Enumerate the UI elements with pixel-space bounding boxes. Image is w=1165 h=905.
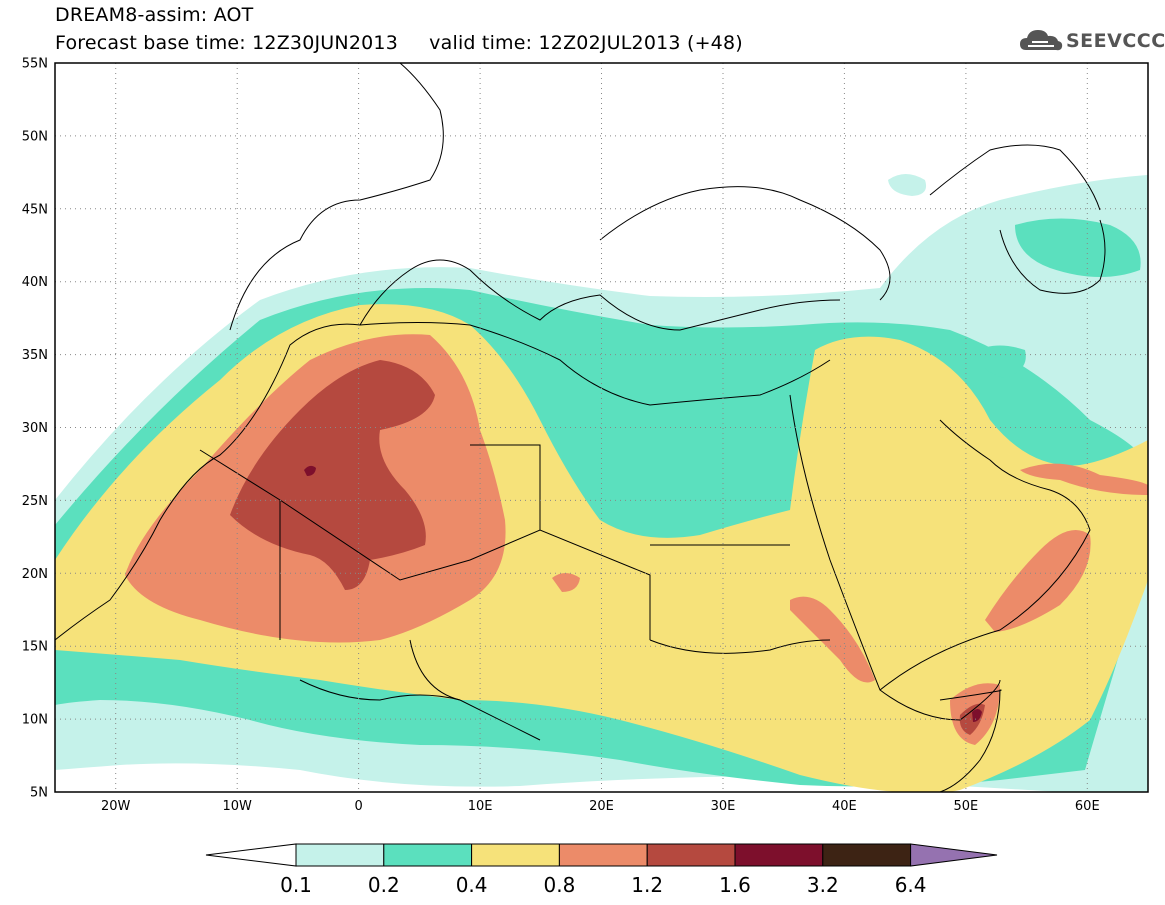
colorbar: 0.1 0.2 0.4 0.8 1.2 1.6 3.2 6.4 (205, 843, 998, 897)
colorbar-label: 1.6 (719, 873, 751, 897)
lon-label: 10E (468, 799, 493, 814)
colorbar-swatch (295, 843, 385, 867)
lat-axis: 55N 50N 45N 40N 35N 30N 25N 20N 15N 10N … (22, 57, 48, 801)
lon-label: 0 (354, 799, 362, 814)
lat-label: 20N (22, 567, 48, 582)
lon-label: 40E (832, 799, 857, 814)
colorbar-label: 0.2 (368, 873, 400, 897)
lat-label: 25N (22, 494, 48, 509)
forecast-time-line: Forecast base time: 12Z30JUN2013 valid t… (55, 32, 743, 54)
lat-label: 45N (22, 202, 48, 217)
colorbar-label: 0.8 (543, 873, 575, 897)
aot-band-0.8-arabia (985, 530, 1091, 632)
colorbar-high-arrow (910, 843, 998, 867)
lat-label: 55N (22, 57, 48, 72)
aot-band-0.1-caspian (888, 174, 927, 196)
aot-band-1.6-somalia (972, 709, 982, 722)
aot-band-0.2-caucasus (1015, 218, 1141, 278)
colorbar-low-arrow (205, 843, 297, 867)
colorbar-label: 3.2 (807, 873, 839, 897)
lat-label: 35N (22, 348, 48, 363)
colorbar-swatch (558, 843, 648, 867)
colorbar-label: 6.4 (895, 873, 927, 897)
colorbar-swatch (383, 843, 473, 867)
aot-band-0.2-iran (975, 345, 1026, 378)
lon-label: 50E (954, 799, 979, 814)
graticule (55, 63, 1148, 792)
lon-label: 60E (1075, 799, 1100, 814)
colorbar-swatch (822, 843, 912, 867)
cloud-logo-icon (1020, 30, 1063, 51)
aot-band-0.8-redsea (790, 596, 875, 683)
seevccc-logo: SEEVCCC (1018, 26, 1165, 56)
colorbar-label: 0.4 (456, 873, 488, 897)
colorbar-label: 1.2 (631, 873, 663, 897)
aot-band-0.8-gulf (1020, 463, 1148, 495)
colorbar-label: 0.1 (280, 873, 312, 897)
lon-axis: 20W 10W 0 10E 20E 30E 40E 50E 60E (101, 799, 1100, 814)
lat-label: 30N (22, 421, 48, 436)
lat-label: 50N (22, 129, 48, 144)
logo-text: SEEVCCC (1066, 30, 1165, 52)
lon-label: 30E (711, 799, 736, 814)
coastlines (55, 63, 1106, 792)
map-frame (54, 62, 1149, 793)
lat-label: 5N (30, 786, 48, 801)
aot-band-1.6 (304, 465, 316, 476)
colorbar-swatch (734, 843, 824, 867)
lat-label: 10N (22, 713, 48, 728)
colorbar-swatch (646, 843, 736, 867)
lon-label: 10W (222, 799, 252, 814)
lat-label: 15N (22, 640, 48, 655)
aot-band-1.2 (230, 360, 435, 590)
map-title: DREAM8-assim: AOT (55, 4, 254, 26)
colorbar-swatch (471, 843, 560, 867)
lat-label: 40N (22, 275, 48, 290)
lon-label: 20E (589, 799, 614, 814)
lon-label: 20W (101, 799, 131, 814)
aot-band-0.8-sudan (552, 573, 580, 592)
